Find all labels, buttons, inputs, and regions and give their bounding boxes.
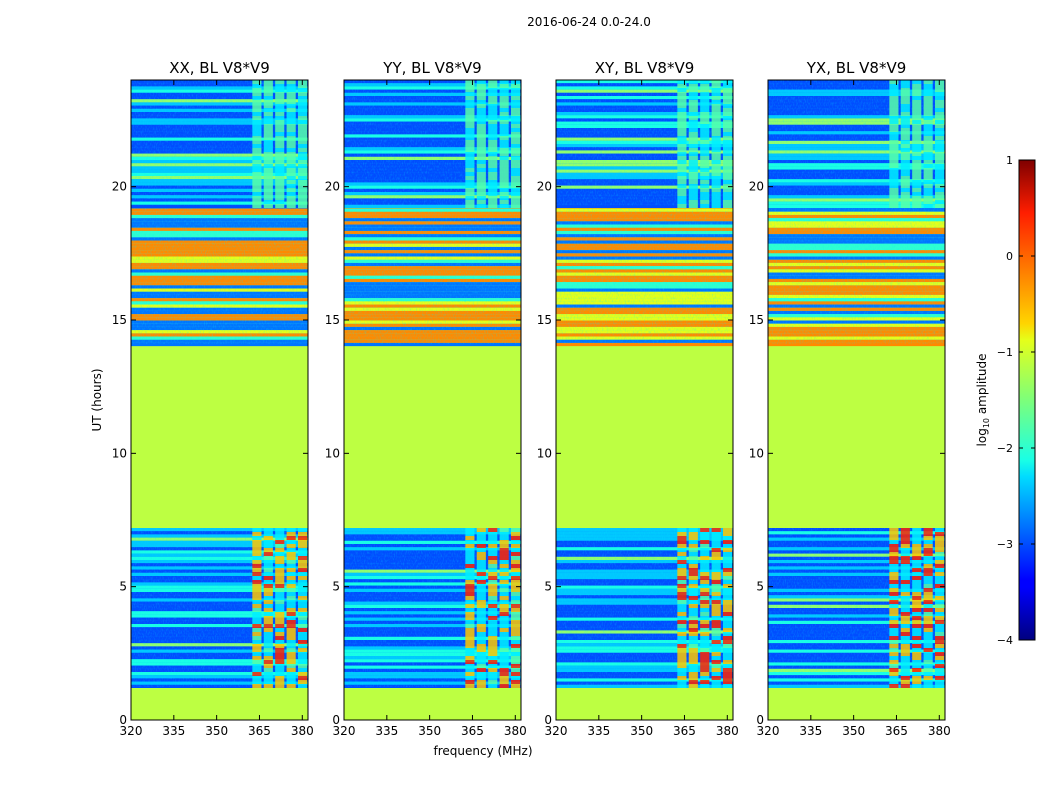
time-segment xyxy=(344,344,521,528)
x-tick-label: 365 xyxy=(673,724,696,738)
axes-frame xyxy=(343,79,522,721)
y-tick-label: 20 xyxy=(325,180,340,194)
y-tick-label: 10 xyxy=(325,446,340,460)
axes-frame xyxy=(130,79,309,721)
y-axis-label: UT (hours) xyxy=(90,368,104,431)
panel-xy: XY, BL V8*V9 320 335 350 365 380 0 5 10 15 20 xyxy=(537,59,739,738)
time-segment xyxy=(131,528,308,688)
y-tick-label: 0 xyxy=(544,713,552,727)
x-tick-label: 350 xyxy=(842,724,865,738)
y-tick-label: 5 xyxy=(332,580,340,594)
time-segment xyxy=(768,528,945,688)
time-segment xyxy=(131,344,308,528)
y-tick-label: 5 xyxy=(119,580,127,594)
y-tick-label: 0 xyxy=(332,713,340,727)
time-segment xyxy=(768,686,945,720)
time-segment xyxy=(556,80,733,208)
x-tick-label: 335 xyxy=(375,724,398,738)
panel-xx: XX, BL V8*V9 320 335 350 365 380 0 5 10 15 20 xyxy=(112,59,314,738)
x-tick-label: 320 xyxy=(545,724,568,738)
y-tick-label: 10 xyxy=(537,446,552,460)
heatmap-image xyxy=(344,80,521,720)
colorbar: 1 0 −1 −2 −3 −4 log10 amplitude xyxy=(975,154,1036,647)
heatmap-image xyxy=(768,80,945,720)
time-segment xyxy=(768,344,945,528)
time-segment xyxy=(556,686,733,720)
axes-frame xyxy=(767,79,946,721)
time-segment xyxy=(556,344,733,528)
colorbar-tick-label: −2 xyxy=(997,442,1013,455)
y-tick-label: 15 xyxy=(112,313,127,327)
panel-title: XY, BL V8*V9 xyxy=(595,59,695,77)
colorbar-tick-label: −4 xyxy=(997,634,1013,647)
time-segment xyxy=(556,528,733,688)
x-tick-label: 380 xyxy=(504,724,527,738)
y-tick-label: 0 xyxy=(756,713,764,727)
time-segment xyxy=(131,80,308,208)
colorbar-tick-label: −3 xyxy=(997,538,1013,551)
panel-title: XX, BL V8*V9 xyxy=(169,59,270,77)
panel-title: YY, BL V8*V9 xyxy=(382,59,481,77)
y-tick-label: 5 xyxy=(544,580,552,594)
colorbar-tick-label: −1 xyxy=(997,346,1013,359)
y-tick-label: 15 xyxy=(325,313,340,327)
colorbar-gradient xyxy=(1019,160,1035,640)
time-segment xyxy=(344,205,521,347)
x-tick-label: 365 xyxy=(461,724,484,738)
x-axis-label: frequency (MHz) xyxy=(433,744,532,758)
x-tick-label: 380 xyxy=(928,724,951,738)
x-tick-label: 335 xyxy=(162,724,185,738)
y-tick-label: 0 xyxy=(119,713,127,727)
x-tick-label: 380 xyxy=(716,724,739,738)
axes-frame xyxy=(555,79,734,721)
time-segment xyxy=(344,686,521,720)
time-segment xyxy=(131,686,308,720)
x-tick-label: 350 xyxy=(205,724,228,738)
heatmap-image xyxy=(556,80,733,720)
heatmap-image xyxy=(131,80,308,720)
colorbar-tick-label: 1 xyxy=(1006,154,1013,167)
x-tick-label: 320 xyxy=(757,724,780,738)
x-tick-label: 320 xyxy=(333,724,356,738)
y-tick-label: 5 xyxy=(756,580,764,594)
x-tick-label: 365 xyxy=(885,724,908,738)
time-segment xyxy=(768,205,945,347)
x-tick-label: 350 xyxy=(630,724,653,738)
y-tick-label: 10 xyxy=(749,446,764,460)
y-tick-label: 10 xyxy=(112,446,127,460)
y-tick-label: 15 xyxy=(537,313,552,327)
figure-suptitle: 2016-06-24 0.0-24.0 xyxy=(527,15,651,29)
panel-yy: YY, BL V8*V9 320 335 350 365 380 0 5 10 15 20 xyxy=(325,59,527,738)
y-tick-label: 20 xyxy=(112,180,127,194)
y-tick-label: 20 xyxy=(537,180,552,194)
x-tick-label: 320 xyxy=(120,724,143,738)
y-tick-label: 20 xyxy=(749,180,764,194)
panel-yx: YX, BL V8*V9 320 335 350 365 380 0 5 10 15 20 xyxy=(749,59,951,738)
colorbar-frame xyxy=(1018,159,1036,641)
colorbar-label: log10 amplitude xyxy=(975,354,991,447)
x-tick-label: 335 xyxy=(587,724,610,738)
x-tick-label: 380 xyxy=(291,724,314,738)
time-segment xyxy=(344,80,521,208)
time-segment xyxy=(768,80,945,208)
x-tick-label: 365 xyxy=(248,724,271,738)
colorbar-tick-label: 0 xyxy=(1006,250,1013,263)
x-tick-label: 335 xyxy=(799,724,822,738)
y-tick-label: 15 xyxy=(749,313,764,327)
x-tick-label: 350 xyxy=(418,724,441,738)
time-segment xyxy=(131,205,308,347)
time-segment xyxy=(556,205,733,347)
time-segment xyxy=(344,528,521,688)
panel-title: YX, BL V8*V9 xyxy=(806,59,907,77)
